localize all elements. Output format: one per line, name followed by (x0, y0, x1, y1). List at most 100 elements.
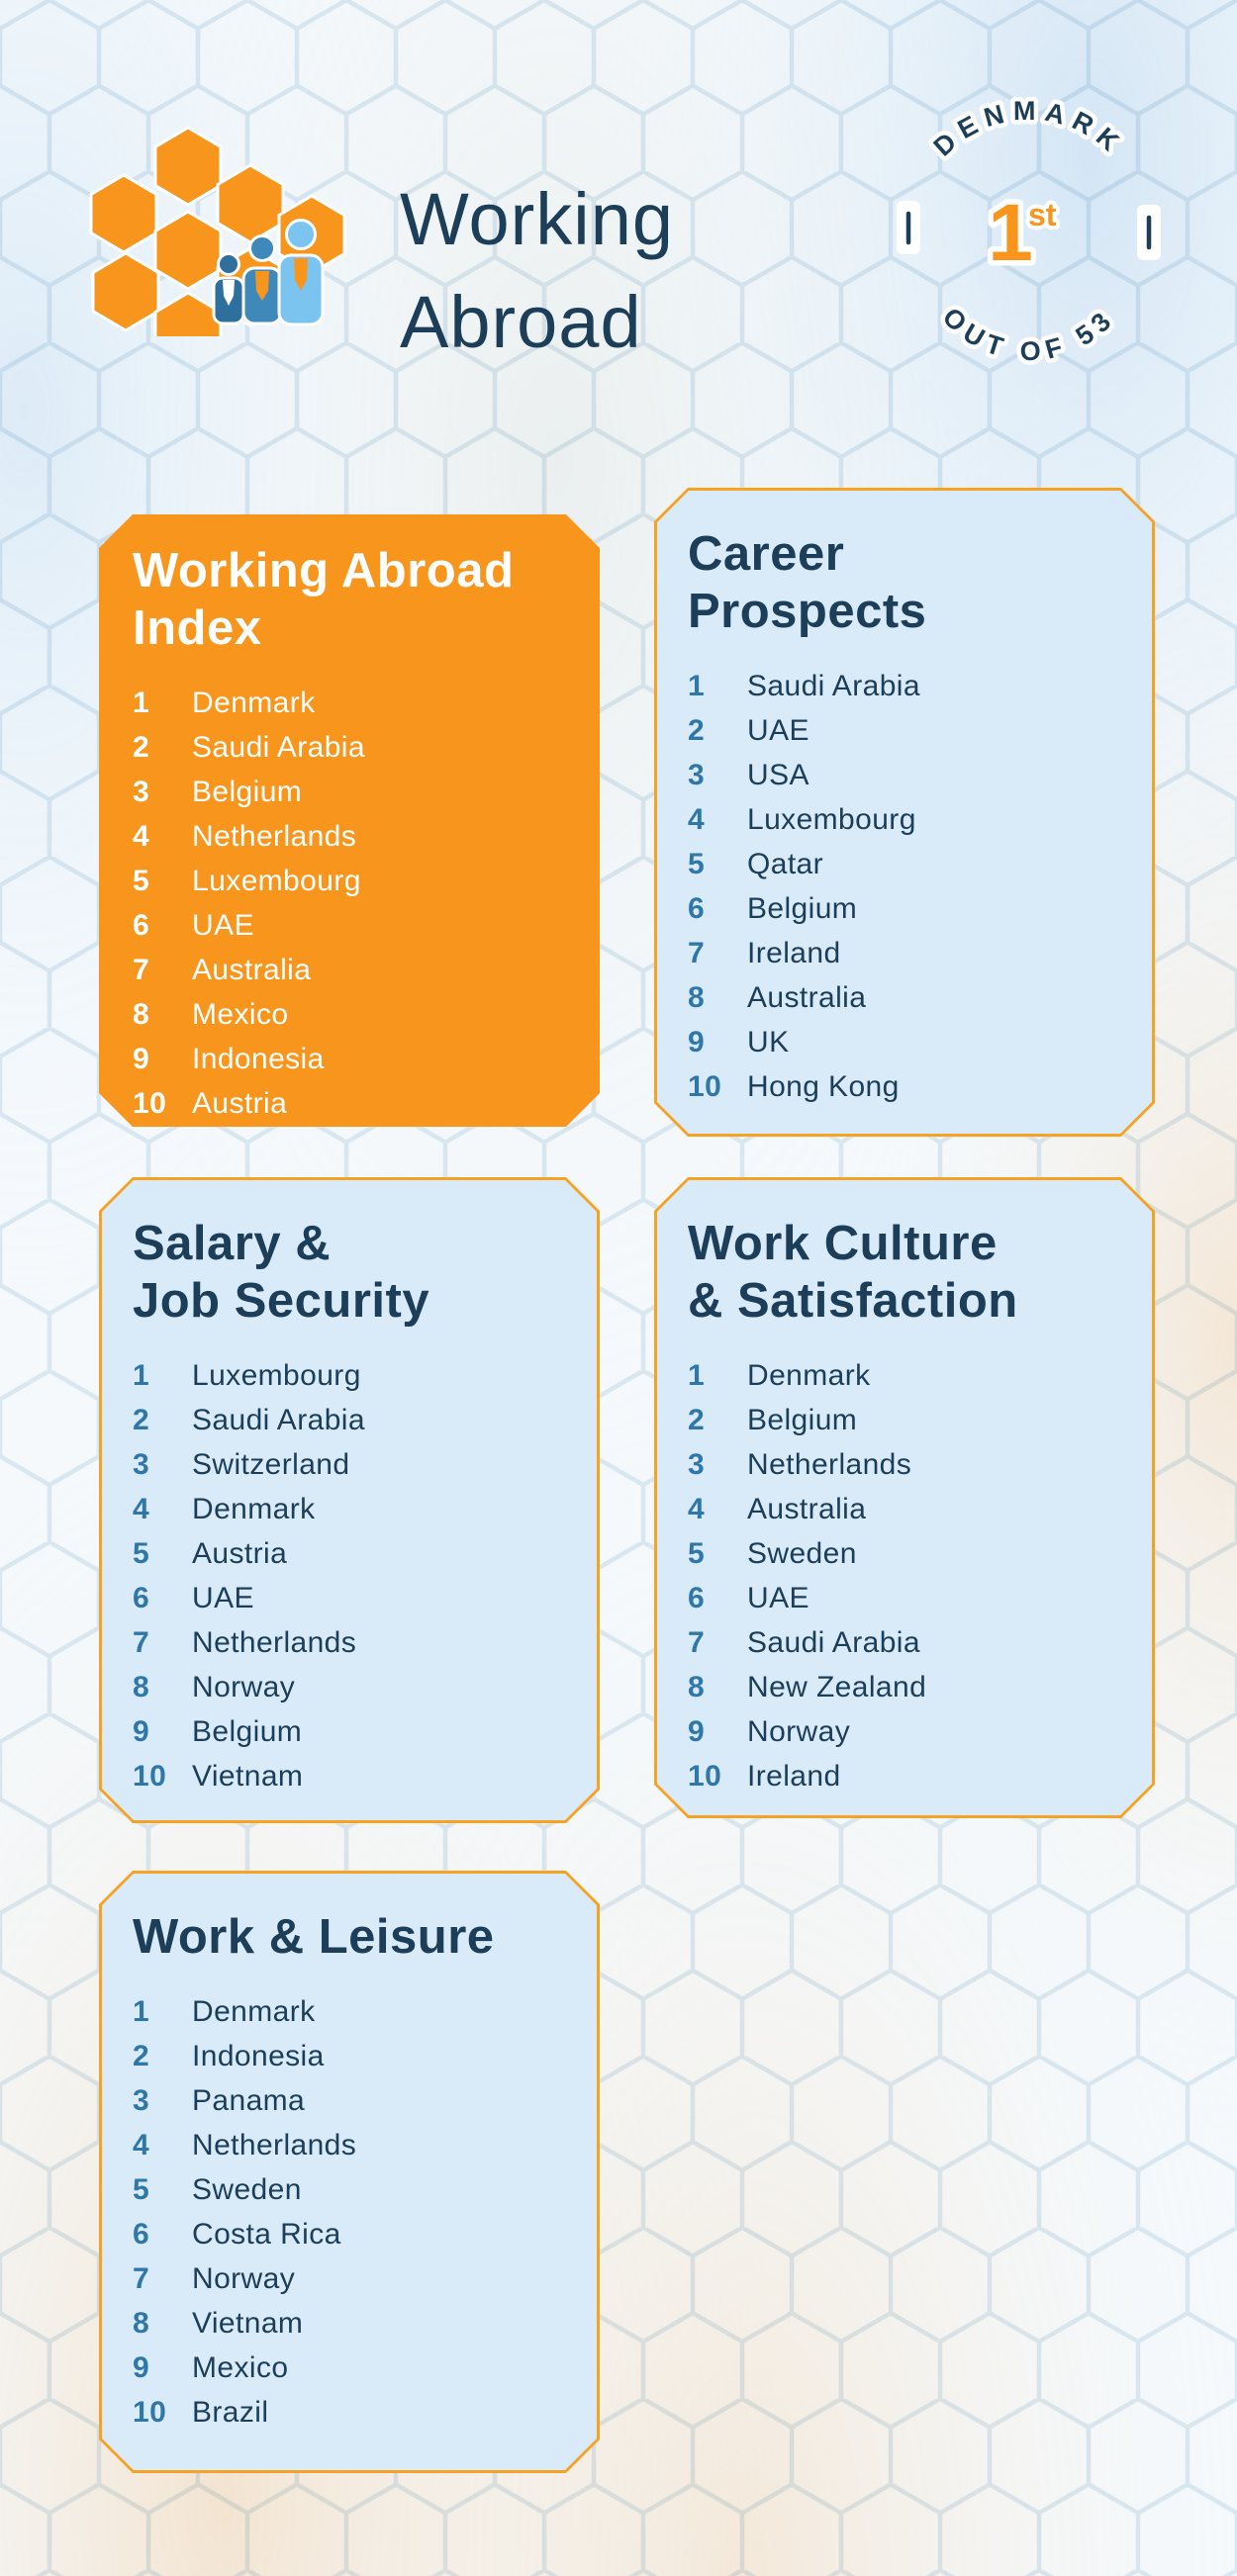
country-name: Luxembourg (747, 802, 916, 836)
ranking-list: 1 Luxembourg 2 Saudi Arabia 3 Switzerland 4 Den… (133, 1353, 570, 1798)
card-career-prospects: Career Prospects 1 Saudi Arabia 2 UAE 3 USA 4 L… (654, 488, 1155, 1137)
ranking-row: 9 Indonesia (133, 1037, 570, 1081)
country-name: Ireland (747, 1759, 841, 1793)
rank-number: 2 (133, 730, 150, 764)
country-name: Saudi Arabia (747, 1625, 920, 1659)
ranking-row: 9 Mexico (133, 2346, 570, 2390)
ranking-row: 7 Norway (133, 2256, 570, 2301)
rank-number: 9 (688, 1714, 706, 1748)
country-name: Belgium (747, 1403, 858, 1436)
card-title-line2: Index (133, 601, 262, 655)
ranking-row: 2 Saudi Arabia (133, 725, 570, 770)
country-name: Belgium (192, 1714, 303, 1748)
card-title-line1: Work Culture (688, 1217, 998, 1270)
country-name: UK (747, 1025, 790, 1058)
ranking-row: 3 Belgium (133, 770, 570, 814)
ranking-row: 9 Norway (688, 1709, 1125, 1754)
country-name: UAE (192, 1581, 254, 1614)
card-fill (102, 517, 597, 1124)
rank-number: 1 (688, 669, 706, 702)
ranking-row: 6 UAE (133, 1576, 570, 1620)
rank-number: 4 (133, 1492, 150, 1525)
ranking-row: 10 Ireland (688, 1754, 1125, 1798)
card-fill (657, 1180, 1152, 1815)
rank-number: 1 (133, 1358, 150, 1392)
ranking-row: 8 Vietnam (133, 2301, 570, 2346)
rank-number: 6 (133, 1581, 150, 1614)
country-name: Vietnam (192, 2306, 304, 2340)
ranking-row: 6 Costa Rica (133, 2212, 570, 2256)
ranking-row: 5 Austria (133, 1531, 570, 1576)
card-title: Work Culture & Satisfaction (688, 1215, 1125, 1330)
ranking-row: 1 Denmark (133, 1989, 570, 2034)
country-name: Netherlands (747, 1447, 912, 1481)
country-name: Austria (192, 1086, 288, 1120)
ranking-list: 1 Denmark 2 Belgium 3 Netherlands 4 Australia 5 S… (688, 1353, 1125, 1798)
card-title: Salary & Job Security (133, 1215, 570, 1330)
ranking-row: 10 Brazil (133, 2390, 570, 2435)
card-title-line1: Salary & (133, 1217, 332, 1270)
ranking-row: 5 Sweden (133, 2167, 570, 2212)
ranking-row: 1 Denmark (688, 1353, 1125, 1398)
badge-outof-arc-text: OUT OF 53 (937, 302, 1122, 366)
rank-number: 1 (133, 686, 150, 719)
country-name: Mexico (192, 2350, 289, 2384)
rank-number: 7 (133, 953, 150, 986)
ranking-row: 2 Saudi Arabia (133, 1398, 570, 1442)
ranking-row: 1 Denmark (133, 681, 570, 725)
ranking-row: 3 Panama (133, 2078, 570, 2123)
country-name: Australia (747, 980, 867, 1014)
country-name: Switzerland (192, 1447, 350, 1481)
rank-number: 7 (688, 1625, 706, 1659)
ranking-row: 2 UAE (688, 708, 1125, 753)
rank-number: 10 (688, 1069, 722, 1103)
rank-number: 10 (133, 2395, 167, 2429)
country-name: Sweden (747, 1536, 857, 1570)
card-fill (102, 1874, 597, 2470)
ranking-list: 1 Denmark 2 Indonesia 3 Panama 4 Netherlands 5 Sw… (133, 1989, 570, 2435)
card-fill (102, 1180, 597, 1820)
people-icons (212, 219, 325, 326)
rank-number: 9 (133, 1042, 150, 1075)
rank-number: 3 (133, 1447, 150, 1481)
ranking-row: 5 Sweden (688, 1531, 1125, 1576)
ranking-row: 4 Netherlands (133, 814, 570, 859)
rank-number: 10 (133, 1759, 167, 1793)
rank-number: 8 (688, 980, 706, 1014)
card-title-line2: & Satisfaction (688, 1274, 1018, 1328)
rank-number: 3 (688, 1447, 706, 1481)
ranking-row: 9 UK (688, 1020, 1125, 1064)
country-name: Saudi Arabia (192, 1403, 365, 1436)
ranking-row: 2 Indonesia (133, 2034, 570, 2078)
card-title-line1: Career (688, 527, 845, 581)
country-name: USA (747, 758, 809, 791)
ranking-list: 1 Denmark 2 Saudi Arabia 3 Belgium 4 Netherland… (133, 681, 570, 1126)
country-name: Denmark (192, 686, 316, 719)
country-name: Indonesia (192, 2039, 325, 2072)
ranking-row: 6 UAE (688, 1576, 1125, 1620)
ranking-row: 4 Denmark (133, 1487, 570, 1531)
country-name: Netherlands (192, 1625, 357, 1659)
card-title-line2: Job Security (133, 1274, 430, 1328)
country-name: Indonesia (192, 1042, 325, 1075)
rank-number: 3 (688, 758, 706, 791)
country-name: Hong Kong (747, 1069, 900, 1103)
country-name: Netherlands (192, 819, 357, 853)
page-title-line1: Working (400, 178, 675, 260)
country-name: Brazil (192, 2395, 269, 2429)
ranking-row: 7 Ireland (688, 931, 1125, 975)
country-name: Saudi Arabia (747, 669, 920, 702)
rank-number: 3 (133, 2083, 150, 2117)
rank-number: 2 (133, 2039, 150, 2072)
country-name: Costa Rica (192, 2217, 341, 2251)
country-name: Sweden (192, 2172, 302, 2206)
rank-number: 5 (688, 1536, 706, 1570)
ranking-row: 7 Netherlands (133, 1620, 570, 1665)
card-title: Work & Leisure (133, 1908, 570, 1966)
card-title: Working Abroad Index (133, 542, 570, 657)
country-name: Norway (192, 1670, 296, 1703)
card-title: Career Prospects (688, 525, 1125, 640)
rank-number: 4 (133, 2128, 150, 2162)
rank-number: 4 (688, 802, 706, 836)
rank-number: 1 (688, 1358, 706, 1392)
